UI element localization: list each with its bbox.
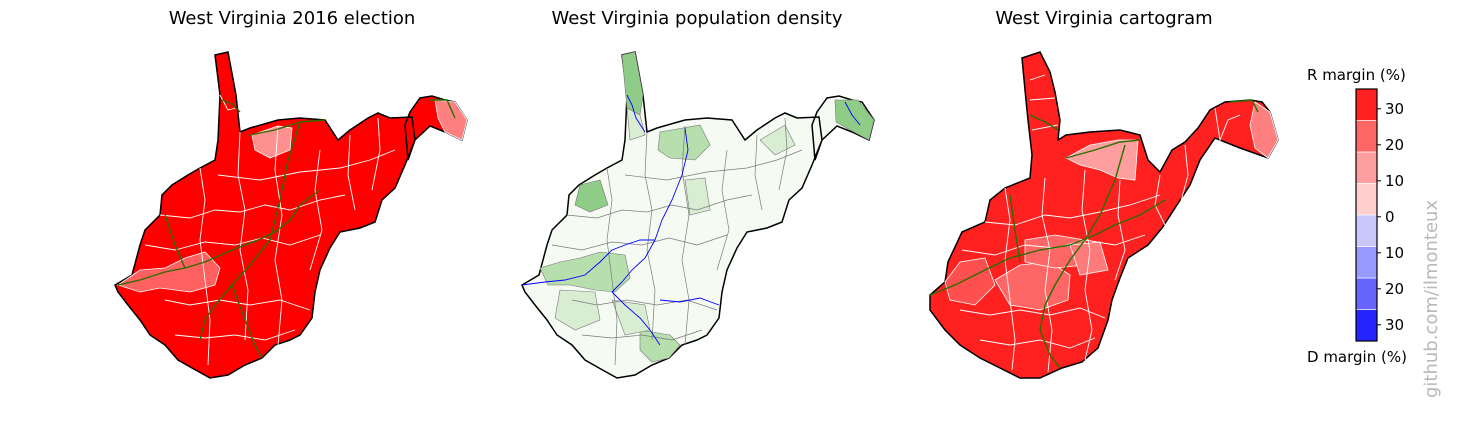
colorbar-swatch xyxy=(1356,120,1377,152)
density-light-1 xyxy=(626,107,646,141)
colorbar-tick-label: 30 xyxy=(1385,100,1404,118)
colorbar-swatch xyxy=(1356,183,1377,215)
election-light-region-west xyxy=(117,251,221,293)
density-light-2 xyxy=(684,177,711,216)
density-west-cluster xyxy=(539,251,631,293)
colorbar-tick-label: 20 xyxy=(1385,136,1404,154)
density-west-north xyxy=(574,179,609,213)
colorbar: 30 20 10 0 10 20 30 xyxy=(1355,88,1404,342)
density-light-3 xyxy=(554,289,601,331)
cartogram-mid-west xyxy=(994,261,1071,311)
cartogram-mid-southwest xyxy=(944,257,996,306)
election-light-region-east xyxy=(434,99,468,141)
colorbar-bottom-label: D margin (%) xyxy=(1307,348,1407,366)
colorbar-top-label: R margin (%) xyxy=(1307,66,1406,84)
density-east-panhandle xyxy=(834,99,875,141)
colorbar-tick-label: 30 xyxy=(1385,316,1404,334)
cartogram-roads xyxy=(929,99,1259,369)
colorbar-tick-label: 20 xyxy=(1385,280,1404,298)
watermark-text: github.com/ilmonteux xyxy=(1421,199,1442,398)
colorbar-frame xyxy=(1355,88,1378,342)
cartogram-light-east xyxy=(1249,101,1279,159)
cartogram-title: West Virginia cartogram xyxy=(995,8,1213,29)
density-rivers xyxy=(521,94,861,346)
density-north-panhandle xyxy=(621,51,644,116)
density-county-borders xyxy=(551,117,803,366)
density-south-cluster xyxy=(639,329,681,363)
cartogram-state-shape xyxy=(929,51,1279,379)
density-map-title: West Virginia population density xyxy=(551,8,843,29)
colorbar-swatch xyxy=(1356,246,1377,278)
cartogram-light-north xyxy=(1065,139,1139,181)
colorbar-tick-label: 10 xyxy=(1385,244,1404,262)
election-map-title: West Virginia 2016 election xyxy=(168,8,416,29)
colorbar-swatch xyxy=(1356,89,1377,121)
colorbar-swatch xyxy=(1356,309,1377,341)
colorbar-tick-label: 0 xyxy=(1385,208,1395,226)
colorbar-swatch xyxy=(1356,215,1377,247)
election-roads xyxy=(117,99,456,359)
colorbar-swatch xyxy=(1356,152,1377,184)
election-county-borders xyxy=(144,94,396,366)
colorbar-swatch xyxy=(1356,278,1377,310)
colorbar-tick-label: 10 xyxy=(1385,172,1404,190)
